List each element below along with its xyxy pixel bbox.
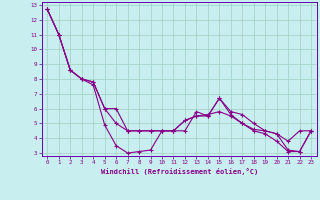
X-axis label: Windchill (Refroidissement éolien,°C): Windchill (Refroidissement éolien,°C) — [100, 168, 258, 175]
